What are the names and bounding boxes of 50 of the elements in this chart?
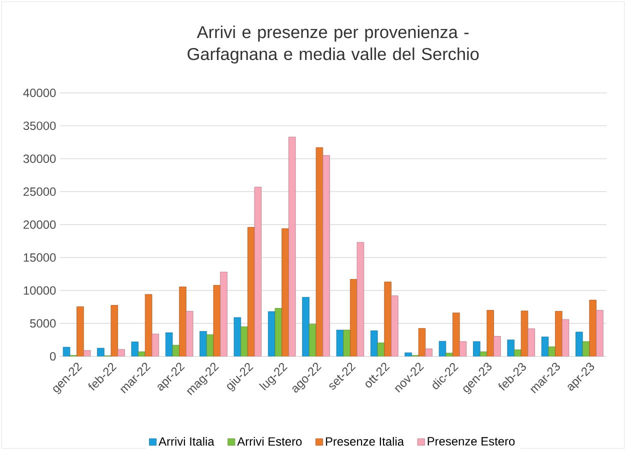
- legend-label: Presenze Italia: [326, 436, 404, 446]
- bar: [576, 332, 583, 356]
- bar: [384, 282, 392, 356]
- bar: [343, 330, 350, 356]
- bar: [144, 294, 152, 356]
- bar: [446, 352, 453, 356]
- bar: [520, 310, 528, 356]
- bar: [589, 300, 596, 356]
- bar: [200, 331, 207, 356]
- bar: [418, 328, 426, 356]
- legend-label: Arrivi Estero: [237, 436, 302, 446]
- y-tick-label: 5000: [30, 319, 56, 328]
- bar: [76, 306, 84, 356]
- y-tick-label: 10000: [24, 286, 56, 295]
- bar: [507, 340, 514, 356]
- bar: [302, 296, 310, 356]
- bar: [555, 310, 562, 356]
- bar: [213, 284, 221, 356]
- bar: [582, 341, 590, 356]
- legend-label: Arrivi Italia: [158, 436, 214, 446]
- bar: [377, 342, 385, 356]
- chart-title: Arrivi e presenze per provenienza - Garfagnana e media valle del Serchio: [188, 26, 479, 64]
- y-tick-label: 25000: [24, 187, 56, 196]
- y-tick-label: 0: [50, 352, 56, 361]
- bar: [514, 350, 522, 356]
- bar: [179, 286, 186, 356]
- bar: [473, 341, 480, 356]
- bar: [350, 279, 358, 356]
- bar: [282, 228, 289, 356]
- legend-label: Presenze Estero: [428, 437, 515, 446]
- y-tick-label: 20000: [24, 220, 56, 229]
- y-tick-label: 35000: [23, 122, 56, 130]
- bar: [240, 326, 248, 356]
- bar: [322, 155, 330, 356]
- bar: [138, 352, 146, 356]
- y-tick-label: 15000: [24, 253, 56, 262]
- bar: [110, 305, 118, 356]
- bar: [247, 227, 255, 356]
- bar: [274, 308, 282, 356]
- y-tick-label: 40000: [23, 88, 56, 98]
- bar: [172, 344, 180, 356]
- bar: [486, 310, 494, 356]
- bar: [548, 346, 556, 356]
- bar: [316, 147, 324, 356]
- bar: [494, 336, 501, 356]
- bar: [596, 310, 604, 356]
- bar: [220, 272, 228, 356]
- y-tick-label: 30000: [23, 154, 56, 163]
- bar: [452, 312, 460, 356]
- bar: [308, 324, 316, 356]
